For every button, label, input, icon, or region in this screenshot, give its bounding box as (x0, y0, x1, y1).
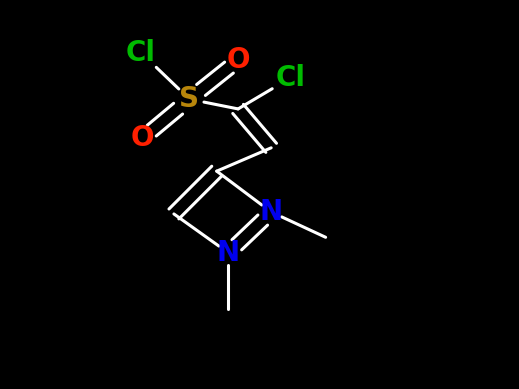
Text: Cl: Cl (276, 64, 306, 92)
Text: Cl: Cl (126, 39, 156, 67)
Text: N: N (260, 198, 283, 226)
Text: O: O (131, 124, 155, 152)
Text: N: N (217, 239, 240, 267)
Text: O: O (226, 46, 250, 74)
Text: S: S (180, 85, 199, 113)
